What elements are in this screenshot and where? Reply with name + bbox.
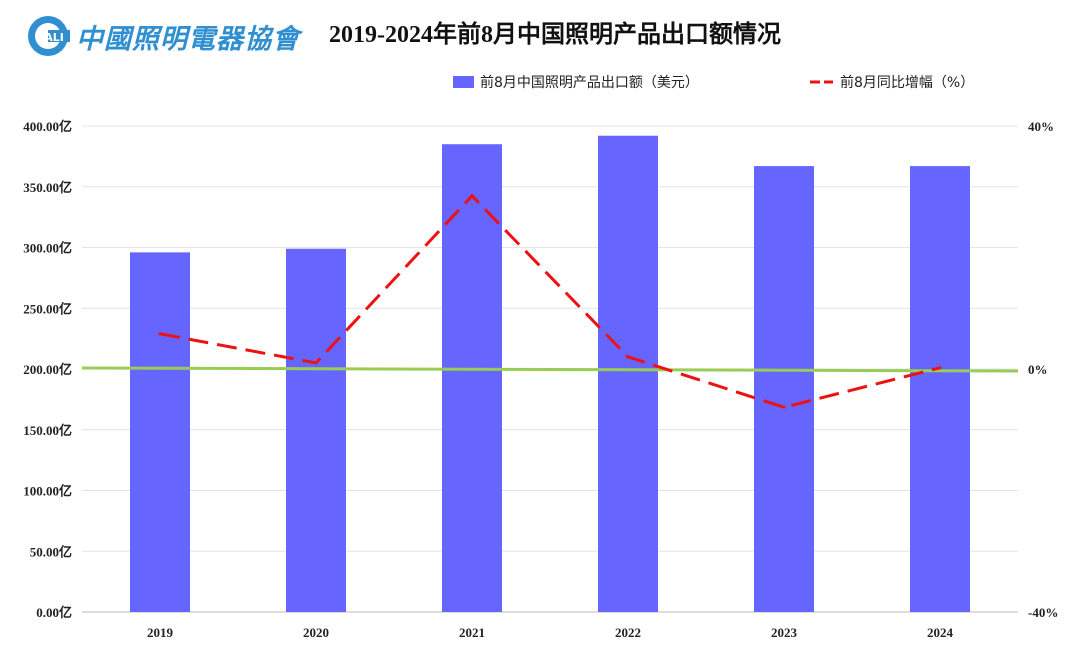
bar-2020 <box>286 248 346 612</box>
bar-2019 <box>130 252 190 613</box>
reference-line-layer <box>81 366 1019 373</box>
left-axis-tick-label: 150.00亿 <box>23 423 72 438</box>
legend-bar-label: 前8月中国照明产品出口额（美元） <box>480 74 699 91</box>
logo: ALI 中國照明電器協會 <box>26 14 300 58</box>
bar-2022 <box>598 135 658 612</box>
right-axis-tick-label: 0% <box>1028 362 1048 377</box>
left-axis-tick-label: 100.00亿 <box>23 484 72 499</box>
left-axis-tick-label: 0.00亿 <box>36 605 72 620</box>
growth-point-2024 <box>938 366 942 370</box>
growth-point-2020 <box>314 361 318 365</box>
left-axis-tick-label: 350.00亿 <box>23 180 72 195</box>
cali-logo-icon: ALI <box>28 16 70 56</box>
left-axis-tick-label: 300.00亿 <box>23 241 72 256</box>
growth-point-2022 <box>626 355 630 359</box>
left-axis-tick-label: 400.00亿 <box>23 119 72 134</box>
x-axis-tick-label: 2022 <box>615 625 641 640</box>
legend: 前8月中国照明产品出口额（美元） 前8月同比增幅（%） <box>453 74 974 91</box>
growth-line-layer <box>158 193 942 409</box>
right-axis-tick-label: 40% <box>1028 119 1054 134</box>
logo-text: 中國照明電器協會 <box>76 23 300 55</box>
chart-title: 2019-2024年前8月中国照明产品出口额情况 <box>329 22 781 48</box>
left-axis-tick-label: 200.00亿 <box>23 362 72 377</box>
left-axis-tick-label: 250.00亿 <box>23 301 72 316</box>
bars-layer <box>130 135 970 613</box>
legend-bar-swatch <box>453 76 474 88</box>
right-axis-tick-label: -40% <box>1028 605 1058 620</box>
left-axis-tick-label: 50.00亿 <box>30 544 72 559</box>
bar-2023 <box>754 166 814 612</box>
growth-point-2019 <box>158 332 162 336</box>
growth-point-2023 <box>782 405 786 409</box>
x-axis-tick-label: 2024 <box>927 625 954 640</box>
x-axis-tick-label: 2020 <box>303 625 329 640</box>
bar-2021 <box>442 144 502 612</box>
x-axis-tick-label: 2023 <box>771 625 798 640</box>
x-axis-tick-label: 2021 <box>459 625 485 640</box>
bar-2024 <box>910 166 970 612</box>
growth-series-line <box>159 193 941 409</box>
logo-mark-text: ALI <box>44 31 64 44</box>
growth-point-2021 <box>470 194 474 198</box>
zero-reference-line <box>81 366 1019 373</box>
legend-line-label: 前8月同比增幅（%） <box>840 74 974 91</box>
axis-layer: 0.00亿 50.00亿 100.00亿 150.00亿 200.00亿 250.00亿 3… <box>23 119 1058 640</box>
x-axis-tick-label: 2019 <box>147 625 174 640</box>
